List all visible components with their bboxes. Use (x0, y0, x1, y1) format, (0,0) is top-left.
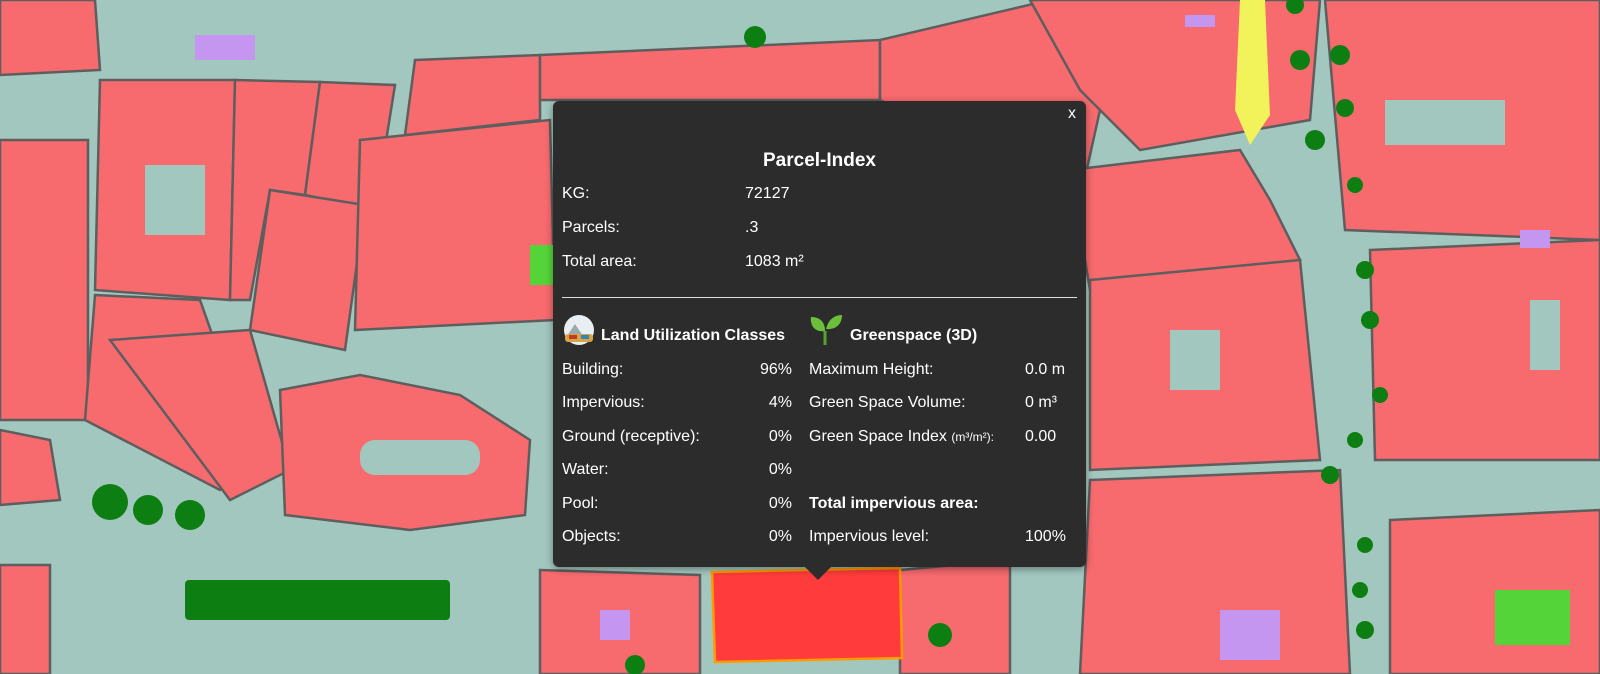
green-index-unit: (m³/m²): (951, 430, 994, 444)
max-height-label: Maximum Height: (809, 361, 934, 378)
max-height-value: 0.0 m (1025, 361, 1066, 378)
kg-value: 72127 (745, 185, 790, 202)
lawns (530, 245, 1570, 645)
parcels-value: .3 (745, 219, 759, 236)
green-index-label: Green Space Index (m³/m²): (809, 428, 994, 446)
greenspace-heading: Greenspace (3D) (850, 327, 978, 344)
impervious-value: 4% (768, 394, 792, 411)
green-index-text: Green Space Index (809, 428, 947, 445)
objects-value: 0% (768, 528, 792, 545)
yellow-area (1235, 0, 1270, 145)
pool-value: 0% (768, 495, 792, 512)
popup-title: Parcel-Index (763, 150, 876, 171)
sprout-icon (810, 315, 842, 345)
close-button[interactable]: x (1068, 105, 1076, 122)
ground-value: 0% (768, 428, 792, 445)
green-volume-value: 0 m³ (1025, 394, 1057, 411)
impervious-label: Impervious: (562, 394, 645, 411)
impervious-level-label: Impervious level: (809, 528, 930, 545)
building-value: 96% (759, 361, 792, 378)
divider (562, 297, 1077, 298)
total-area-value: 1083 m² (745, 253, 804, 270)
water-value: 0% (768, 461, 792, 478)
trees (92, 0, 1388, 674)
courtyards (145, 100, 1560, 475)
objects (195, 15, 1550, 660)
green-index-value: 0.00 (1025, 428, 1057, 445)
ground-label: Ground (receptive): (562, 428, 700, 445)
impervious-level-value: 100% (1025, 528, 1066, 545)
parcels-label: Parcels: (562, 219, 620, 236)
total-area-label: Total area: (562, 253, 637, 270)
green-volume-label: Green Space Volume: (809, 394, 966, 411)
landscape-icon (564, 315, 594, 345)
building-label: Building: (562, 361, 624, 378)
parcel-popup: x Parcel-Index KG: 72127 Parcels: .3 Tot… (553, 101, 1086, 580)
water-label: Water: (562, 461, 609, 478)
total-impervious-heading: Total impervious area: (809, 495, 979, 512)
objects-label: Objects: (562, 528, 621, 545)
pool-label: Pool: (562, 495, 599, 512)
kg-label: KG: (562, 185, 590, 202)
selected-parcel[interactable] (710, 566, 904, 664)
land-use-heading: Land Utilization Classes (601, 327, 786, 344)
